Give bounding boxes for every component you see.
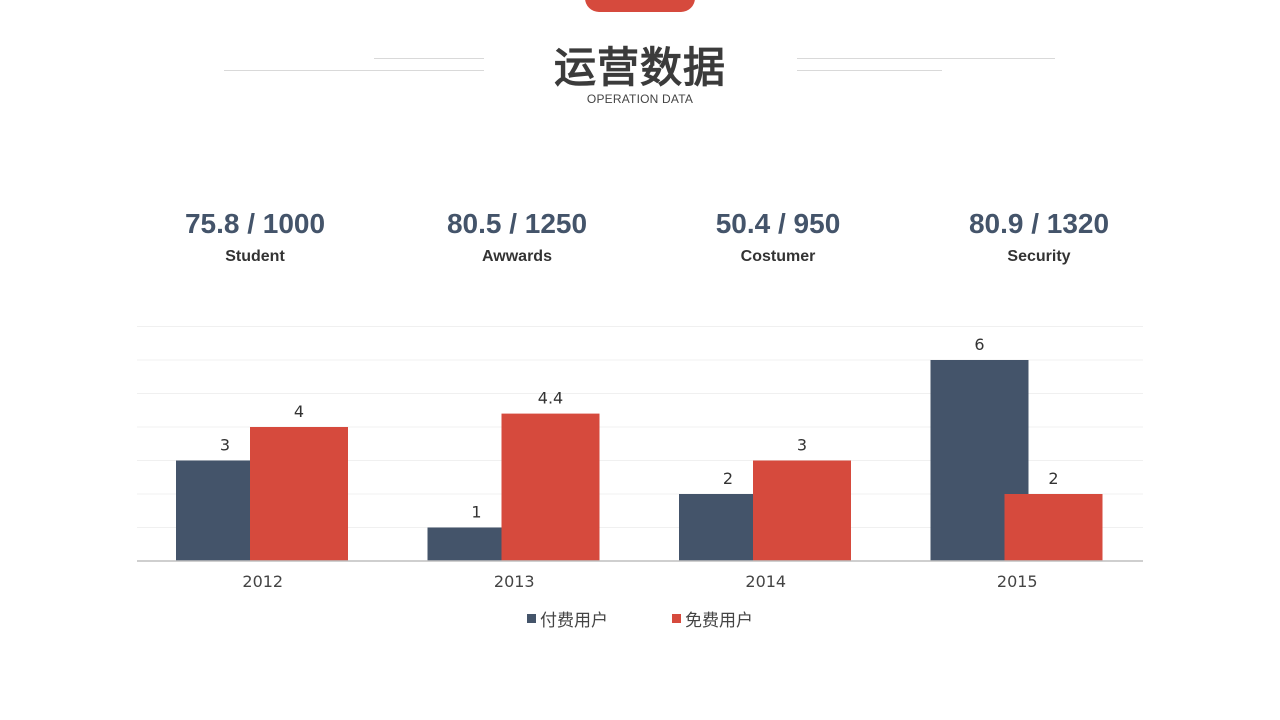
stat-security: 80.9 / 1320 Security bbox=[909, 206, 1169, 266]
stat-value: 75.8 / 1000 bbox=[184, 208, 326, 239]
page-subtitle: OPERATION DATA bbox=[586, 92, 694, 106]
legend-label-free: 免费用户 bbox=[685, 611, 753, 631]
data-label: 4.4 bbox=[538, 389, 563, 408]
chart-legend: 付费用户 免费用户 bbox=[0, 606, 1280, 631]
stat-awwards: 80.5 / 1250 Awwards bbox=[387, 206, 647, 266]
stat-value: 80.5 / 1250 bbox=[446, 208, 588, 239]
data-label: 1 bbox=[471, 503, 481, 522]
bar-free-2012 bbox=[250, 427, 348, 561]
data-label: 4 bbox=[294, 402, 304, 421]
data-label: 3 bbox=[220, 436, 230, 455]
stat-value: 80.9 / 1320 bbox=[968, 208, 1110, 239]
stat-label: Awwards bbox=[482, 248, 552, 265]
left-decorative-line-lower bbox=[224, 70, 484, 71]
right-decorative-line-lower bbox=[797, 70, 942, 71]
bar-free-2015 bbox=[1004, 494, 1103, 561]
legend-item-paid: 付费用户 bbox=[527, 606, 608, 631]
data-label: 6 bbox=[974, 335, 984, 354]
legend-item-free: 免费用户 bbox=[672, 606, 753, 631]
legend-label-paid: 付费用户 bbox=[540, 611, 608, 631]
left-decorative-line-upper bbox=[374, 58, 484, 59]
data-label: 3 bbox=[797, 436, 807, 455]
stat-label: Security bbox=[1007, 248, 1071, 265]
right-decorative-line-upper bbox=[797, 58, 1055, 59]
stat-label: Student bbox=[225, 248, 285, 265]
bar-free-2014 bbox=[753, 460, 851, 561]
page-title: 运营数据 bbox=[553, 43, 726, 92]
x-tick-label: 2015 bbox=[997, 572, 1038, 591]
legend-swatch-paid bbox=[527, 614, 536, 623]
x-tick-label: 2014 bbox=[745, 572, 786, 591]
stat-value: 50.4 / 950 bbox=[715, 208, 841, 239]
x-tick-label: 2013 bbox=[494, 572, 535, 591]
data-label: 2 bbox=[1048, 469, 1058, 488]
top-accent-tab bbox=[585, 0, 695, 12]
x-tick-label: 2012 bbox=[242, 572, 283, 591]
stat-student: 75.8 / 1000 Student bbox=[125, 206, 385, 266]
stat-costumer: 50.4 / 950 Costumer bbox=[648, 206, 908, 266]
data-label: 2 bbox=[723, 469, 733, 488]
legend-swatch-free bbox=[672, 614, 681, 623]
bar-free-2013 bbox=[501, 413, 600, 561]
stat-label: Costumer bbox=[740, 248, 816, 265]
